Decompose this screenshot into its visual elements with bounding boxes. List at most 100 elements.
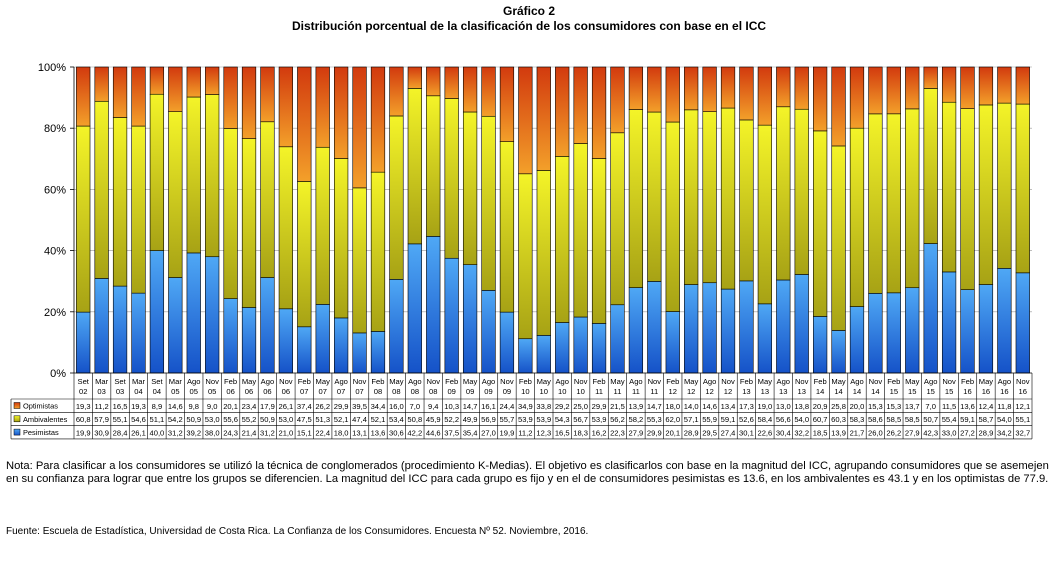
x-tick-label: 07 [318,387,326,396]
bar-segment-ambivalentes [665,121,680,312]
table-cell-value: 58,7 [979,415,994,424]
table-cell-value: 19,0 [757,402,772,411]
bar-segment-pesimistas [905,287,920,374]
bar-segment-pesimistas [665,311,680,374]
table-cell-value: 19,9 [76,428,91,437]
x-tick-label: 16 [1000,387,1008,396]
bar-segment-optimistas [260,66,275,123]
x-tick-label: 15 [945,387,953,396]
table-cell-value: 56,7 [573,415,588,424]
table-cell-value: 16,0 [389,402,404,411]
table-cell-value: 34,9 [518,402,533,411]
bar-segment-ambivalentes [739,119,754,282]
x-tick-label: 15 [908,387,916,396]
table-cell-value: 26,2 [315,402,330,411]
table-cell-value: 55,6 [223,415,238,424]
x-tick-label: Feb [298,377,311,386]
table-cell-value: 11,5 [942,402,956,411]
x-tick-label: Ago [777,377,791,386]
bar-segment-pesimistas [131,292,146,374]
bar-segment-optimistas [941,66,957,103]
table-cell-value: 16,2 [592,428,607,437]
table-cell-value: 20,1 [223,402,238,411]
table-cell-value: 60,3 [831,415,846,424]
table-cell-value: 53,9 [518,415,533,424]
bar-segment-ambivalentes [499,141,515,313]
legend-swatch [13,415,21,423]
x-tick-label: 07 [300,387,308,396]
table-cell-value: 20,9 [813,402,828,411]
table-cell-value: 59,1 [721,415,736,424]
table-cell-value: 29,5 [702,428,717,437]
bar-segment-optimistas [591,66,607,159]
x-tick-label: 08 [429,387,437,396]
table-cell-value: 59,1 [960,415,975,424]
table-cell-value: 7,0 [410,402,421,411]
table-cell-value: 55,9 [702,415,717,424]
bar-segment-pesimistas [776,279,791,374]
bar-segment-pesimistas [702,282,717,374]
table-cell-value: 60,7 [813,415,828,424]
bar-segment-pesimistas [444,257,459,374]
x-tick-label: Feb [371,377,384,386]
x-tick-label: May [831,377,846,386]
table-cell-value: 24,4 [500,402,515,411]
bar-segment-ambivalentes [352,187,367,334]
x-tick-label: 07 [337,387,345,396]
table-cell-value: 14,6 [702,402,717,411]
x-tick-label: May [905,377,920,386]
table-cell-value: 11,2 [95,402,109,411]
table-cell-value: 53,9 [536,415,551,424]
x-tick-label: 03 [116,387,124,396]
table-cell-value: 21,4 [242,428,257,437]
bar-segment-optimistas [684,66,699,111]
table-cell-value: 57,1 [684,415,699,424]
bar-segment-optimistas [1015,66,1030,105]
bar-segment-ambivalentes [315,146,330,305]
table-cell-value: 12,4 [979,402,994,411]
bar-segment-pesimistas [352,332,367,374]
bar-segment-ambivalentes [997,102,1012,269]
table-cell-value: 58,5 [905,415,920,424]
chart-title: Gráfico 2 [502,4,556,18]
x-tick-label: Feb [224,377,237,386]
table-cell-value: 25,0 [573,402,588,411]
x-tick-label: 06 [263,387,271,396]
bar-segment-optimistas [702,66,717,112]
x-tick-label: Ago [998,377,1012,386]
table-cell-value: 34,2 [997,428,1012,437]
bar-segment-ambivalentes [76,125,91,313]
bar-segment-pesimistas [886,292,901,374]
x-tick-label: 14 [871,387,879,396]
x-tick-label: 06 [226,387,234,396]
bar-segment-optimistas [757,66,772,126]
table-cell-value: 56,9 [481,415,496,424]
x-tick-label: 13 [797,387,805,396]
table-cell-value: 13,4 [721,402,736,411]
bar-segment-pesimistas [591,323,607,374]
bar-segment-pesimistas [462,264,478,374]
bar-segment-pesimistas [260,277,275,374]
bar-segment-optimistas [647,66,662,113]
table-cell-value: 35,4 [463,428,478,437]
table-cell-value: 53,4 [389,415,404,424]
table-cell-value: 40,0 [150,428,165,437]
bar-segment-ambivalentes [481,115,496,291]
table-cell-value: 52,1 [334,415,349,424]
bar-segment-pesimistas [739,280,754,374]
bar-segment-ambivalentes [334,158,349,319]
bar-segment-ambivalentes [573,143,588,318]
bar-segment-pesimistas [499,311,515,374]
table-cell-value: 23,4 [242,402,257,411]
x-tick-label: Feb [740,377,753,386]
bar-segment-optimistas [315,66,330,148]
x-tick-label: Nov [721,377,735,386]
x-tick-label: Ago [924,377,938,386]
bar-segment-optimistas [720,66,736,109]
table-cell-value: 54,0 [997,415,1012,424]
table-cell-value: 54,6 [131,415,146,424]
x-tick-label: Nov [869,377,883,386]
x-tick-label: May [684,377,699,386]
bar-segment-ambivalentes [426,95,441,237]
table-cell-value: 13,8 [794,402,809,411]
